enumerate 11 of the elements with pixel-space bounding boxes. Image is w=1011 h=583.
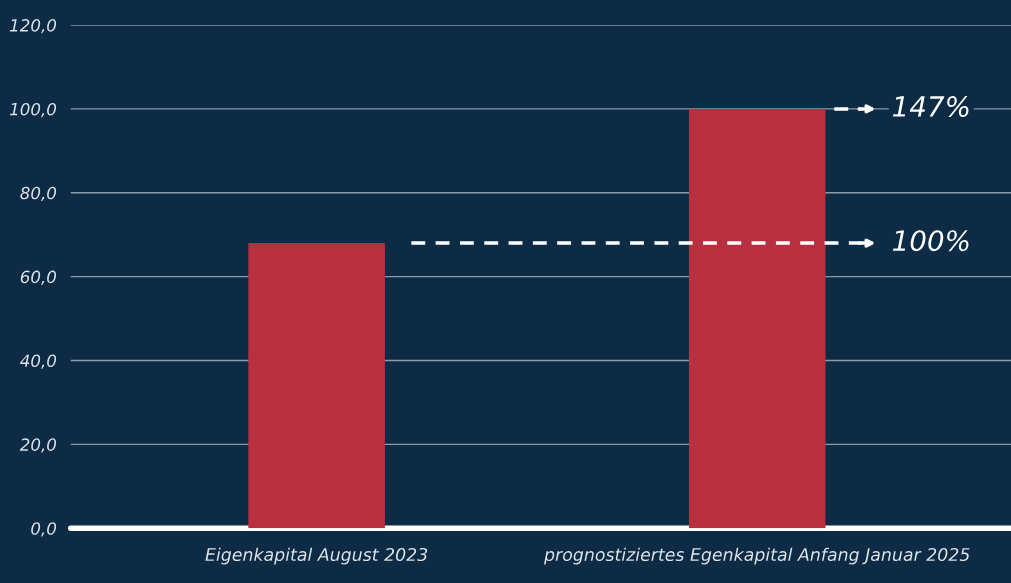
y-tick-label: 20,0: [19, 438, 57, 453]
y-tick-label: 0,0: [31, 522, 57, 537]
x-tick-label: prognostiziertes Egenkapital Anfang Januar 2025: [544, 547, 970, 565]
y-tick-label: 60,0: [20, 270, 57, 285]
y-tick-label: 40,0: [20, 354, 57, 369]
y-tick-label: 100,0: [9, 102, 57, 118]
annotation: 100%: [892, 230, 969, 252]
annotation: 147%: [892, 95, 969, 117]
x-tick-label: Eigenkapital August 2023: [205, 547, 428, 565]
y-tick-label: 120,0: [9, 19, 57, 34]
y-tick-label: 80,0: [20, 186, 57, 202]
